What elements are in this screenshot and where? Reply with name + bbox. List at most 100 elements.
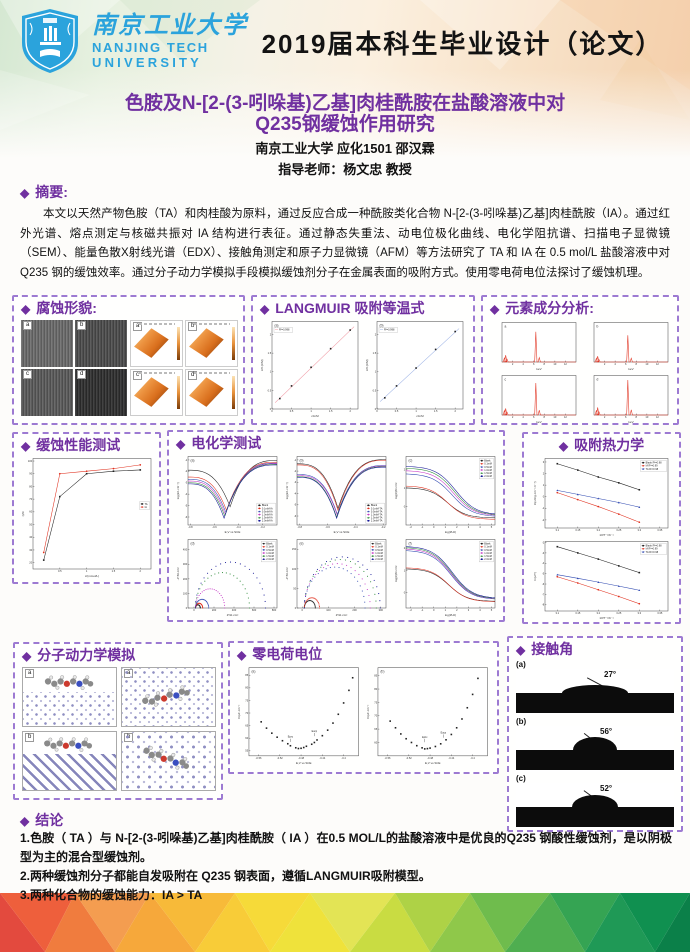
university-name-en-line2: UNIVERSITY bbox=[92, 55, 203, 70]
university-name-cn: 南京工业大学 bbox=[92, 10, 248, 39]
svg-text:0.5mM: 0.5mM bbox=[266, 549, 274, 552]
svg-text:1.0mM: 1.0mM bbox=[484, 469, 492, 472]
svg-text:3.1: 3.1 bbox=[555, 611, 559, 615]
svg-text:70: 70 bbox=[245, 711, 248, 715]
steel-surface bbox=[516, 750, 674, 770]
fe-surface-rods bbox=[23, 754, 116, 790]
svg-text:TA: TA bbox=[145, 503, 148, 506]
svg-text:3.35: 3.35 bbox=[657, 528, 663, 532]
afm-colorbar bbox=[232, 327, 235, 360]
svg-text:R²=0.998: R²=0.998 bbox=[384, 329, 395, 332]
droplet bbox=[562, 685, 628, 693]
svg-text:1: 1 bbox=[86, 569, 88, 573]
svg-text:(a): (a) bbox=[275, 324, 279, 328]
chart-edx-b: 2 4 6 8 10 12 keV b bbox=[582, 320, 671, 371]
langmuir-charts: 0 0.5 1 1.5 2 0 0.5 1 1.5 2 c/mM c/θ (mM) (a) R²=0.99… bbox=[260, 319, 466, 418]
conclusion-section: ◆ 结论 1.色胺（ TA ）与 N-[2-(3-吲哚基)乙基]肉桂酰胺（ IA … bbox=[20, 812, 672, 905]
svg-text:-6: -6 bbox=[294, 514, 297, 518]
svg-text:-0.6: -0.6 bbox=[325, 525, 330, 529]
abstract-text: 本文以天然产物色胺（TA）和肉桂酸为原料，通过反应合成一种酰胺类化合物 N-[2… bbox=[20, 208, 670, 279]
svg-text:6: 6 bbox=[625, 415, 627, 419]
corrosion-heading: ◆ 腐蚀形貌: bbox=[21, 300, 236, 317]
afm-image-c: c bbox=[130, 369, 183, 416]
svg-text:c/(mmol/L): c/(mmol/L) bbox=[85, 574, 99, 578]
chart-langmuir-b: 0 0.5 1 1.5 2 0 0.5 1 1.5 2 c/mM c/θ (mM) (b) R²=0.99… bbox=[365, 319, 466, 418]
contact-image-a: 27° bbox=[516, 669, 674, 715]
svg-text:6: 6 bbox=[533, 415, 535, 419]
contact-heading-label: 接触角 bbox=[531, 641, 574, 657]
conclusion-heading: ◆ 结论 bbox=[20, 812, 672, 829]
svg-text:log(i/A·cm⁻²): log(i/A·cm⁻²) bbox=[285, 482, 289, 499]
svg-text:0.5mM-TA: 0.5mM-TA bbox=[371, 510, 383, 513]
chart-polarization-ia: -0.8 -0.6 -0.4 -0.2 -6 -5 -4 -3 -2 -1 E,V vs SCE lo… bbox=[176, 454, 280, 534]
svg-text:50: 50 bbox=[293, 586, 296, 590]
svg-text:E,V vs SCE: E,V vs SCE bbox=[424, 761, 440, 765]
svg-text:0: 0 bbox=[186, 606, 188, 610]
svg-text:5: 5 bbox=[491, 608, 493, 612]
contact-angle-value-c: 52° bbox=[600, 784, 613, 793]
svg-text:2: 2 bbox=[140, 569, 142, 573]
svg-text:b: b bbox=[597, 325, 599, 329]
svg-text:85: 85 bbox=[374, 674, 377, 678]
svg-text:c/θ (mM): c/θ (mM) bbox=[365, 359, 369, 371]
svg-text:-3: -3 bbox=[294, 480, 297, 484]
svg-text:-0.52: -0.52 bbox=[277, 756, 283, 760]
svg-text:2: 2 bbox=[456, 608, 458, 612]
svg-text:2: 2 bbox=[604, 415, 606, 419]
svg-text:0.5: 0.5 bbox=[373, 388, 377, 392]
svg-text:keV: keV bbox=[536, 420, 541, 424]
panel-inhibition-test: ◆ 缓蚀性能测试 0.5 1 1.5 2 20 30 40 50 60 70 80 90 100 c/(mm… bbox=[12, 432, 161, 584]
diamond-icon: ◆ bbox=[176, 437, 186, 451]
svg-text:-2: -2 bbox=[541, 540, 544, 544]
panel-pzc: ◆ 零电荷电位 -0.56 -0.52 -0.48 -0.44 -0.4 55 60 65 70 7… bbox=[228, 641, 499, 774]
svg-text:3.1: 3.1 bbox=[555, 528, 559, 532]
svg-text:20: 20 bbox=[29, 561, 32, 565]
svg-text:8: 8 bbox=[636, 362, 638, 366]
sem-image-c: c bbox=[21, 369, 73, 416]
svg-text:2: 2 bbox=[512, 362, 514, 366]
svg-text:-0.4: -0.4 bbox=[236, 525, 241, 529]
chart-nyquist-ia: 0 200 400 600 800 0 100 200 300 400 Z'/Ω·cm² -Z''/Ω… bbox=[176, 537, 280, 617]
svg-text:150: 150 bbox=[292, 547, 297, 551]
chart-edx-d: 2 4 6 8 10 12 keV d bbox=[582, 373, 671, 424]
thermo-heading: ◆ 吸附热力学 bbox=[531, 437, 672, 454]
svg-text:200: 200 bbox=[183, 577, 188, 581]
langmuir-heading: ◆ LANGMUIR 吸附等温式 bbox=[260, 300, 466, 317]
svg-text:8: 8 bbox=[544, 415, 546, 419]
panel-langmuir: ◆ LANGMUIR 吸附等温式 0 0.5 1 1.5 2 0 0.5 1 1.5 2 c/mM c/… bbox=[251, 295, 475, 425]
svg-text:d: d bbox=[597, 378, 599, 382]
svg-text:100: 100 bbox=[292, 567, 297, 571]
svg-text:3.35: 3.35 bbox=[657, 611, 663, 615]
svg-text:TA R²=0.98: TA R²=0.98 bbox=[645, 551, 658, 554]
diamond-icon: ◆ bbox=[21, 302, 31, 316]
svg-text:4: 4 bbox=[614, 362, 616, 366]
svg-text:0.1mM: 0.1mM bbox=[375, 546, 383, 549]
svg-text:0.5mM: 0.5mM bbox=[484, 549, 492, 552]
contact-angle-value-b: 56° bbox=[600, 727, 613, 736]
svg-text:3.3: 3.3 bbox=[637, 528, 641, 532]
svg-text:-1: -1 bbox=[541, 506, 544, 510]
svg-text:200: 200 bbox=[212, 608, 217, 612]
inhibitor-molecule bbox=[44, 675, 94, 690]
svg-text:0: 0 bbox=[433, 525, 435, 529]
background-bottom-lowpoly bbox=[0, 893, 690, 952]
svg-text:1.5: 1.5 bbox=[329, 409, 333, 413]
svg-text:2: 2 bbox=[542, 471, 544, 475]
panel-edx: ◆ 元素成分分析: 2 4 6 8 10 12 keV a 2 4 6 8 10 12 keV b 2 4 6 8 1… bbox=[481, 295, 679, 425]
svg-text:-0.4: -0.4 bbox=[341, 756, 346, 760]
svg-text:c: c bbox=[505, 378, 507, 382]
steel-surface bbox=[516, 693, 674, 713]
md-image-a-top: a bbox=[121, 667, 216, 727]
panel-electrochemistry: ◆ 电化学测试 -0.8 -0.6 -0.4 -0.2 -6 -5 -4 -3 -2 -1 E,V v… bbox=[167, 430, 505, 622]
chart-edx-a: 2 4 6 8 10 12 keV a bbox=[490, 320, 579, 371]
svg-text:200: 200 bbox=[352, 608, 357, 612]
contact-angle-value-a: 27° bbox=[604, 670, 617, 679]
svg-text:0.5: 0.5 bbox=[395, 409, 399, 413]
svg-text:0: 0 bbox=[375, 407, 377, 411]
svg-text:1: 1 bbox=[310, 409, 312, 413]
svg-text:1.0mM: 1.0mM bbox=[484, 552, 492, 555]
svg-text:60: 60 bbox=[29, 510, 32, 514]
panel-corrosion-morphology: ◆ 腐蚀形貌: a b c d a b c d bbox=[12, 295, 245, 425]
langmuir-heading-label: LANGMUIR 吸附等温式 bbox=[275, 300, 425, 316]
svg-text:800: 800 bbox=[272, 608, 277, 612]
